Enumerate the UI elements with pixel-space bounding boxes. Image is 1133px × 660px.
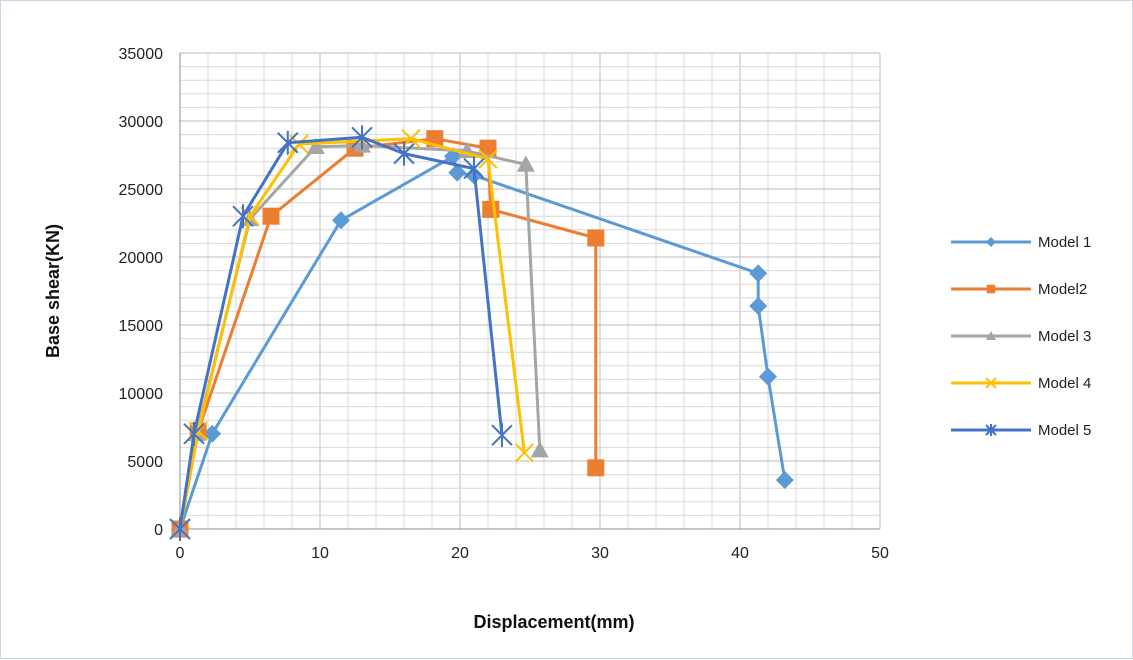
x-tick-label: 30 — [591, 545, 609, 562]
y-tick-label: 15000 — [119, 318, 164, 335]
data-point — [514, 443, 535, 463]
legend-item: Model 3 — [951, 328, 1091, 345]
x-tick-label: 10 — [311, 545, 329, 562]
series-line — [178, 154, 787, 530]
legend-label: Model 3 — [1038, 328, 1091, 345]
data-point — [749, 296, 768, 315]
legend-marker — [986, 237, 996, 247]
data-point — [587, 229, 605, 247]
series-1 — [171, 147, 794, 538]
y-axis-label: Base shear(KN) — [43, 224, 63, 358]
data-point — [203, 424, 222, 443]
legend: Model 1 Model2 Model 3 Model 4 Model 5 — [951, 234, 1091, 439]
x-tick-label: 0 — [176, 545, 185, 562]
series-line — [178, 135, 504, 530]
series-layer — [169, 125, 794, 541]
legend-marker — [986, 284, 996, 294]
data-point — [479, 139, 497, 157]
y-tick-label: 0 — [154, 522, 163, 539]
legend-label: Model 1 — [1038, 234, 1091, 251]
data-point — [530, 441, 549, 458]
data-point — [277, 130, 299, 155]
y-tick-label: 5000 — [127, 454, 163, 471]
y-tick-label: 30000 — [119, 114, 164, 131]
data-point — [749, 264, 768, 283]
data-point — [516, 155, 535, 172]
series-4 — [170, 128, 535, 539]
tick-labels: 0 10 20 30 40 50 0 5000 10000 15000 20000 25000 3000… — [119, 46, 890, 562]
legend-item: Model 1 — [951, 234, 1091, 251]
y-tick-label: 10000 — [119, 386, 164, 403]
data-point — [332, 211, 350, 230]
legend-marker — [986, 331, 996, 340]
data-point — [448, 163, 467, 182]
x-axis-label: Displacement(mm) — [473, 612, 634, 632]
data-point — [775, 471, 794, 490]
data-point — [478, 149, 498, 169]
legend-marker — [985, 377, 997, 389]
data-point — [232, 204, 254, 229]
data-point — [759, 367, 777, 386]
legend-item: Model2 — [951, 281, 1087, 298]
x-tick-label: 40 — [731, 545, 749, 562]
data-point — [491, 423, 513, 448]
data-point — [306, 137, 325, 155]
legend-label: Model 5 — [1038, 422, 1091, 439]
x-tick-label: 20 — [451, 545, 469, 562]
y-tick-label: 35000 — [119, 46, 164, 63]
legend-item: Model 4 — [951, 375, 1091, 392]
data-point — [183, 421, 205, 446]
series-5 — [169, 125, 513, 541]
data-point — [393, 141, 415, 166]
legend-label: Model2 — [1038, 281, 1087, 298]
data-point — [482, 200, 500, 218]
data-point — [351, 125, 373, 150]
legend-label: Model 4 — [1038, 375, 1091, 392]
y-tick-label: 20000 — [119, 250, 164, 267]
data-point — [587, 459, 605, 477]
legend-item: Model 5 — [951, 422, 1091, 439]
data-point — [463, 156, 485, 181]
legend-marker — [985, 424, 997, 436]
y-tick-label: 25000 — [119, 182, 164, 199]
x-tick-label: 50 — [871, 545, 889, 562]
data-point — [262, 207, 280, 225]
data-point — [169, 517, 191, 541]
axes — [179, 53, 880, 530]
